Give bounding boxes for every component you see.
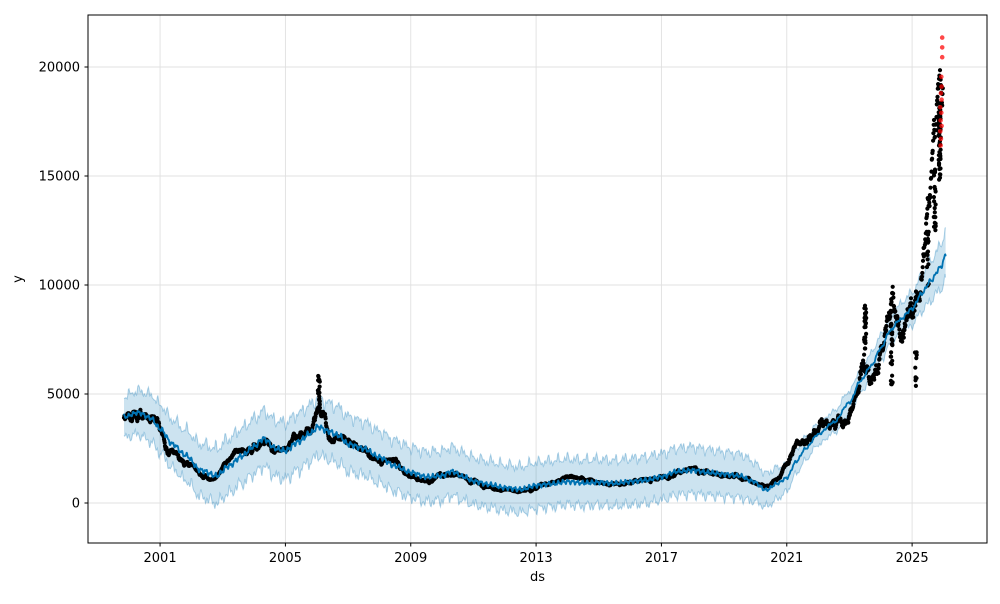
x-tick-label: 2021: [770, 551, 803, 566]
forecast-line: [123, 253, 947, 493]
x-tick-label: 2005: [269, 551, 302, 566]
anomaly-points: [938, 35, 945, 148]
y-tick-label: 0: [72, 496, 80, 511]
y-tick-label: 20000: [39, 60, 80, 75]
axis-ticks: 2001 2005 2009 2013 2017 2021 2025 0 5000 10000 15…: [39, 60, 929, 566]
x-tick-label: 2001: [144, 551, 177, 566]
y-tick-label: 5000: [47, 387, 80, 402]
grid-lines: [88, 15, 987, 543]
y-axis-label: y: [11, 275, 26, 283]
uncertainty-band: [123, 227, 947, 518]
x-tick-label: 2017: [645, 551, 678, 566]
x-axis-label: ds: [530, 570, 545, 585]
plot-border: [87, 14, 988, 544]
y-tick-label: 15000: [39, 169, 80, 184]
x-tick-label: 2025: [896, 551, 929, 566]
x-tick-label: 2013: [520, 551, 553, 566]
x-tick-label: 2009: [394, 551, 427, 566]
y-tick-label: 10000: [39, 278, 80, 293]
